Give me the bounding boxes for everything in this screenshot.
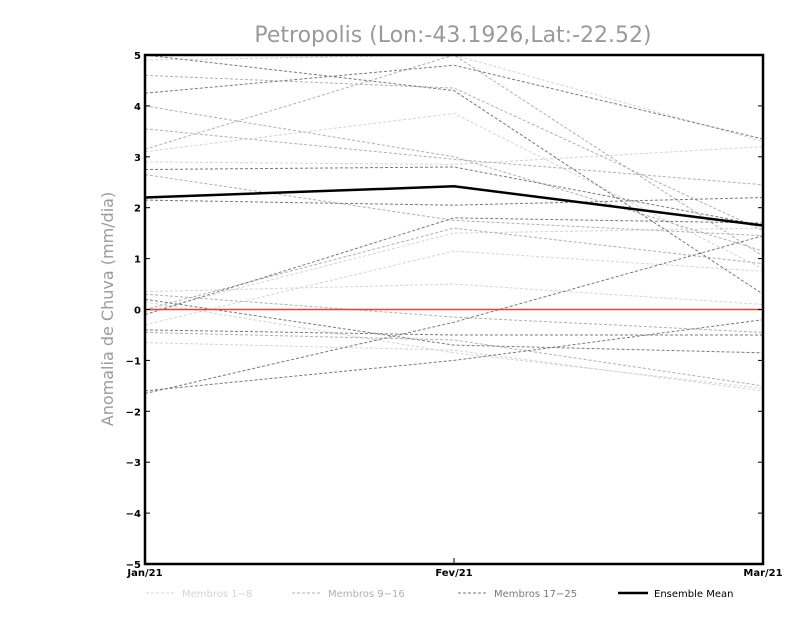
member-series-line [144,174,764,237]
member-series-line [144,54,764,142]
chart-title: Petropolis (Lon:-43.1926,Lat:-22.52) [254,23,651,48]
member-series-line [144,319,764,392]
y-tick-label: 3 [134,153,141,164]
y-tick-label: 4 [134,102,141,113]
y-tick-label: 0 [134,306,141,317]
member-series-line [144,227,764,310]
member-series-line [144,112,764,270]
y-axis-label: Anomalia de Chuva (mm/dia) [98,192,117,426]
member-series-line [144,54,764,295]
member-series-line [144,54,764,257]
member-series-line [144,146,764,165]
ensemble-mean-line [144,185,764,227]
member-series-line [144,235,764,394]
y-tick-label: −2 [126,407,141,418]
y-tick-label: 2 [134,204,141,215]
x-tick-label: Fev/21 [435,568,472,579]
member-series-line [144,197,764,206]
y-tick-label: −3 [126,458,141,469]
member-series-line [144,250,764,326]
y-tick-label: 5 [134,51,141,62]
member-series-line [144,301,764,389]
member-series-line [144,329,763,336]
y-tick-label: −1 [126,356,141,367]
member-series-line [144,227,764,313]
member-series-line [144,298,764,354]
member-series-line [144,64,764,140]
legend: Membros 1−8 Membros 9−16 Membros 17−25 Ense… [146,589,733,600]
y-tick-label: −4 [126,509,141,520]
y-tick-label: −5 [126,560,141,571]
axes: −5 −4 −3 −2 −1 0 1 2 3 4 5 Jan/21 Fev/21 Mar/21 [126,51,783,579]
member-series-line [144,128,764,186]
legend-label: Membros 9−16 [328,589,405,600]
member-series-line [144,293,764,333]
legend-label: Membros 1−8 [182,589,252,600]
member-series-line [144,342,764,392]
member-series-line [144,283,764,305]
legend-label: Membros 17−25 [494,589,577,600]
member-series-line [144,217,764,316]
y-tick-label: 1 [134,255,141,266]
legend-label: Ensemble Mean [654,589,733,600]
x-tick-label: Jan/21 [126,568,162,579]
plot-area [144,54,764,394]
x-tick-label: Mar/21 [743,568,782,579]
member-series-line [144,74,764,232]
member-series-line [144,331,764,387]
